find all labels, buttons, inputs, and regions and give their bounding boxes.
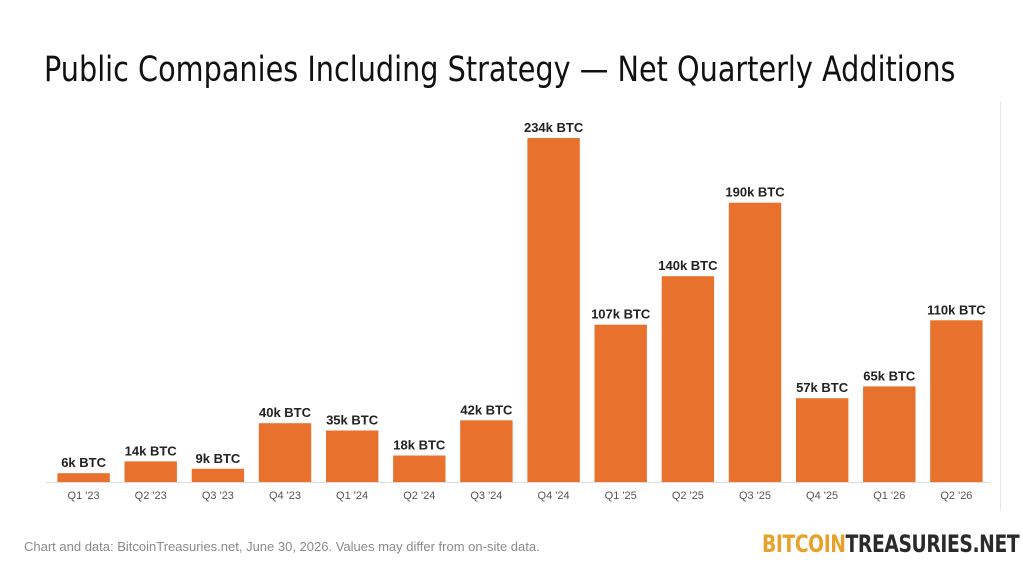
x-tick-label: Q1 '23 [68,490,100,502]
x-tick-label: Q3 '23 [202,490,234,502]
x-tick-label: Q3 '25 [739,490,771,502]
bar-value-label: 9k BTC [196,451,241,466]
x-tick-label: Q2 '26 [940,490,972,502]
bar [57,473,110,482]
bar [191,468,245,482]
bar-value-label: 14k BTC [125,443,178,458]
x-tick-label: Q2 '23 [135,490,167,502]
bar-value-label: 6k BTC [61,455,106,470]
bar [728,202,782,482]
chart-frame-line [1000,101,1001,511]
bar [796,398,849,482]
bar [863,386,916,482]
bitcointreasuries-logo: BITCOINTREASURIES.NET [762,530,1020,558]
bar [460,420,513,482]
bar-value-label: 35k BTC [326,413,379,428]
logo-word-bitcoin: BITCOIN [762,530,846,558]
bar [661,276,715,482]
x-tick-label: Q2 '24 [403,490,435,502]
bar [124,461,177,482]
bar-value-label: 57k BTC [796,380,849,395]
x-tick-label: Q2 '25 [672,490,704,502]
bar-value-label: 190k BTC [725,185,785,200]
bar [930,320,983,482]
bar-value-label: 18k BTC [393,438,446,453]
logo-word-treasuries: TREASURIES.NET [845,530,1020,558]
x-tick-label: Q1 '26 [873,490,905,502]
bar-value-label: 65k BTC [863,368,916,383]
bar [326,430,379,482]
bar [527,138,580,482]
bar [393,455,446,482]
bar-value-label: 110k BTC [927,302,986,317]
bar [594,324,647,482]
bar-value-label: 140k BTC [658,258,718,273]
bar-value-label: 42k BTC [460,402,513,417]
x-tick-label: Q3 '24 [470,490,502,502]
x-tick-label: Q1 '25 [605,490,637,502]
bar [258,423,312,482]
bar-value-label: 40k BTC [259,405,312,420]
bar-chart: 6k BTC Q1 '23 14k BTC Q2 '23 9k BTC Q3 '23 40k… [46,120,990,502]
bar-value-label: 234k BTC [524,120,584,135]
x-tick-label: Q4 '24 [538,490,570,502]
x-tick-label: Q4 '25 [806,490,838,502]
x-tick-label: Q1 '24 [336,490,368,502]
bar-value-label: 107k BTC [591,307,651,322]
source-note: Chart and data: BitcoinTreasuries.net, J… [24,539,540,554]
chart-title: Public Companies Including Strategy — Ne… [44,50,956,90]
x-tick-label: Q4 '23 [269,490,301,502]
